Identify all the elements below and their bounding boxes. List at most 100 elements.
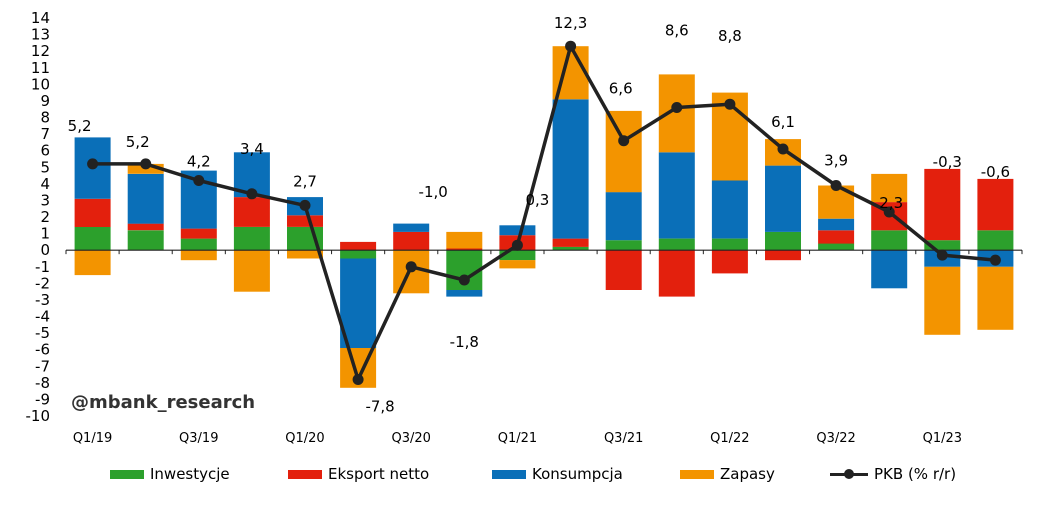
bar-segment-zapasy	[871, 173, 908, 203]
x-tick-label: Q1/19	[73, 431, 112, 446]
bar-segment-zapasy	[499, 260, 536, 269]
bar-segment-eksport-netto	[393, 231, 430, 251]
bar-segment-zapasy	[74, 250, 111, 276]
y-axis: 14131211109876543210-1-2-3-4-5-6-7-8-9-1…	[26, 9, 51, 425]
bar-segment-konsumpcja	[818, 218, 855, 231]
gdp-point	[193, 175, 205, 186]
y-tick-label: -8	[35, 374, 50, 392]
bar-segment-konsumpcja	[765, 165, 801, 232]
gdp-data-label: 8,8	[718, 27, 742, 45]
bar-segment-konsumpcja	[552, 99, 589, 239]
bar-segment-eksport-netto	[552, 238, 589, 247]
bar-segment-eksport-netto	[711, 250, 748, 274]
gdp-data-label: 2,3	[879, 194, 903, 212]
legend-item-pkb: PKB (% r/r)	[830, 462, 956, 486]
x-tick-label: Q3/22	[816, 431, 855, 446]
legend-item-konsumpcja: Konsumpcja	[492, 462, 623, 486]
bar-segment-konsumpcja	[340, 258, 377, 348]
legend-item-zapasy: Zapasy	[680, 462, 775, 486]
y-tick-label: 13	[31, 26, 50, 44]
bar-segment-konsumpcja	[605, 192, 642, 241]
y-tick-label: 12	[31, 42, 50, 60]
legend-label-eksport-netto: Eksport netto	[328, 465, 430, 483]
y-tick-label: 7	[40, 125, 50, 143]
y-tick-label: 1	[40, 225, 50, 243]
y-tick-label: 14	[31, 9, 50, 27]
y-tick-label: -5	[35, 324, 50, 342]
gdp-point	[565, 40, 577, 52]
gdp-data-label: 8,6	[665, 22, 689, 40]
data-labels: 5,2 5,2 4,2 3,4 2,7 -7,8 -1,0 -1,8 0,3 12,3 6,6 8,6…	[68, 14, 1010, 415]
legend-swatch-konsumpcja	[492, 469, 526, 479]
legend: Inwestycje Eksport netto Konsumpcja Zapa…	[0, 462, 1053, 486]
gdp-point	[140, 158, 152, 170]
legend-swatch-inwestycje	[110, 469, 144, 479]
y-tick-label: 0	[40, 241, 50, 259]
gdp-data-label: 3,4	[240, 140, 264, 158]
x-tick-label: Q3/20	[392, 431, 431, 446]
bar-segment-eksport-netto	[287, 215, 323, 227]
gdp-data-label: 6,1	[771, 113, 795, 131]
bar-segment-eksport-netto	[446, 248, 483, 251]
legend-label-pkb: PKB (% r/r)	[874, 465, 957, 483]
bar-segment-eksport-netto	[818, 230, 855, 244]
bar-segment-inwestycje	[924, 240, 961, 251]
bar-segment-zapasy	[605, 110, 642, 193]
x-axis: Q1/19 Q3/19 Q1/20 Q3/20 Q1/21 Q3/21 Q1/22 Q3/22…	[73, 431, 962, 446]
bar-segment-eksport-netto	[74, 198, 111, 227]
bar-segment-inwestycje	[711, 238, 748, 251]
bar-segment-konsumpcja	[499, 225, 536, 236]
gdp-data-label: 6,6	[609, 80, 633, 98]
bar-segment-inwestycje	[180, 238, 217, 251]
gdp-line-path	[92, 44, 996, 382]
bar-segment-eksport-netto	[340, 241, 377, 251]
gdp-point	[246, 188, 258, 200]
gdp-point	[299, 199, 311, 211]
x-tick-label: Q1/21	[498, 431, 537, 446]
bar-segment-zapasy	[287, 250, 323, 259]
y-tick-label: -6	[35, 341, 50, 359]
bar-segment-eksport-netto	[180, 228, 217, 239]
gdp-data-label: 5,2	[126, 133, 150, 151]
gdp-point	[830, 180, 842, 191]
bar-segment-inwestycje	[127, 230, 164, 251]
bar-segment-konsumpcja	[871, 250, 908, 289]
bar-segment-eksport-netto	[605, 250, 642, 290]
zero-axis	[65, 249, 1023, 255]
bar-segment-inwestycje	[818, 243, 855, 251]
bar-segment-zapasy	[446, 231, 483, 249]
bar-segment-inwestycje	[340, 250, 377, 259]
gdp-data-label: 5,2	[68, 117, 92, 135]
bar-segment-eksport-netto	[924, 168, 961, 241]
bar-segment-inwestycje	[605, 240, 642, 251]
bar-segment-inwestycje	[499, 250, 536, 261]
bar-segment-eksport-netto	[977, 178, 1014, 231]
legend-item-inwestycje: Inwestycje	[110, 462, 230, 486]
x-tick-label: Q1/22	[710, 431, 749, 446]
bar-segment-konsumpcja	[127, 173, 164, 224]
y-tick-label: -10	[26, 407, 51, 425]
gdp-data-label: -0,6	[981, 163, 1010, 181]
gdp-data-label: 4,2	[187, 153, 211, 171]
x-tick-label: Q3/19	[179, 431, 218, 446]
gdp-point	[511, 239, 523, 251]
bar-segment-konsumpcja	[393, 223, 430, 232]
gdp-data-label: 3,9	[824, 152, 848, 170]
y-tick-label: 8	[40, 109, 50, 127]
legend-swatch-zapasy	[680, 469, 714, 479]
bar-segment-zapasy	[233, 250, 270, 292]
y-tick-label: -3	[35, 291, 50, 309]
bar-segment-eksport-netto	[233, 197, 270, 227]
bar-segment-eksport-netto	[127, 223, 164, 231]
gdp-data-label: -1,0	[419, 183, 448, 201]
gdp-point	[989, 254, 1001, 266]
bar-segment-konsumpcja	[711, 180, 748, 239]
bar-segment-konsumpcja	[658, 152, 695, 239]
legend-swatch-eksport-netto	[288, 469, 322, 479]
gdp-data-label: -7,8	[365, 398, 394, 416]
bar-segment-zapasy	[924, 266, 961, 335]
bar-segment-zapasy	[180, 250, 217, 261]
gdp-point	[936, 249, 948, 261]
bar-segment-inwestycje	[552, 246, 589, 251]
bar-segment-zapasy	[977, 266, 1014, 330]
